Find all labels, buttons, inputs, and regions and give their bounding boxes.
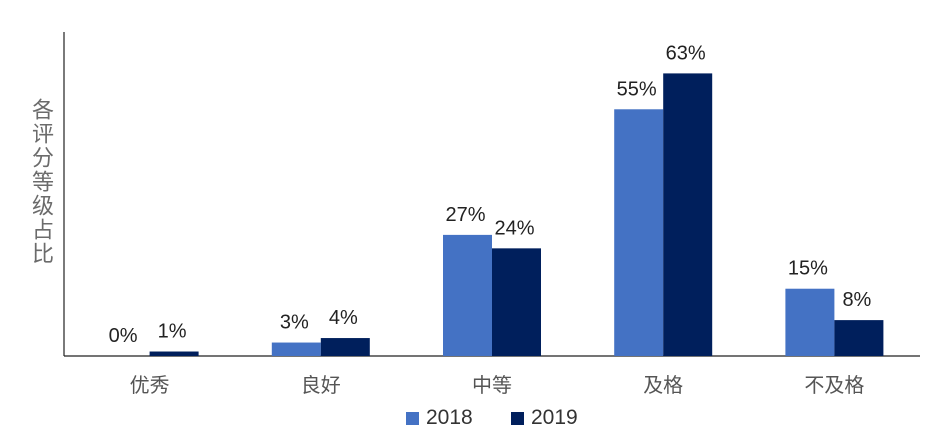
x-tick-label-2: 中等 (472, 373, 512, 397)
legend-swatch-2019 (511, 411, 524, 425)
bar-2018-1 (271, 342, 321, 356)
legend-swatch-2018 (406, 411, 419, 425)
y-axis-title: 各评分等级占比 (28, 98, 53, 266)
chart-category-labels: 优秀 良好 中等 及格 不及格 (130, 373, 865, 397)
x-tick-label-3: 及格 (643, 373, 683, 397)
data-label-2019-4: 8% (842, 289, 871, 311)
bar-2019-4 (834, 320, 884, 356)
legend-label-2018: 2018 (426, 406, 473, 429)
x-tick-label-1: 良好 (301, 373, 341, 397)
bar-2018-4 (785, 288, 835, 356)
data-label-2018-4: 15% (788, 258, 828, 280)
legend-label-2019: 2019 (531, 406, 578, 429)
data-label-2018-2: 27% (445, 204, 485, 226)
data-label-2019-1: 4% (329, 307, 358, 329)
data-label-2019-2: 24% (494, 217, 534, 239)
data-label-2018-3: 55% (617, 78, 657, 100)
legend-item-2019: 2019 (511, 406, 578, 430)
data-label-2018-0: 0% (109, 325, 138, 347)
x-tick-label-0: 优秀 (130, 373, 170, 397)
chart-bars (149, 73, 884, 357)
chart-value-labels: 0% 1% 3% 4% 27% 24% 55% 63% 15% 8% (109, 42, 872, 347)
data-label-2018-1: 3% (280, 312, 309, 334)
bar-2019-1 (320, 338, 370, 356)
data-label-2019-0: 1% (158, 321, 187, 343)
bar-2018-2 (443, 234, 492, 356)
bar-2019-0 (149, 351, 199, 356)
legend-item-2018: 2018 (406, 406, 473, 430)
bar-2019-2 (492, 248, 541, 356)
bar-2018-3 (614, 109, 664, 357)
data-label-2019-3: 63% (666, 42, 706, 64)
bar-2019-3 (663, 73, 713, 357)
x-tick-label-4: 不及格 (804, 373, 864, 397)
legend: 2018 2019 (0, 400, 950, 440)
